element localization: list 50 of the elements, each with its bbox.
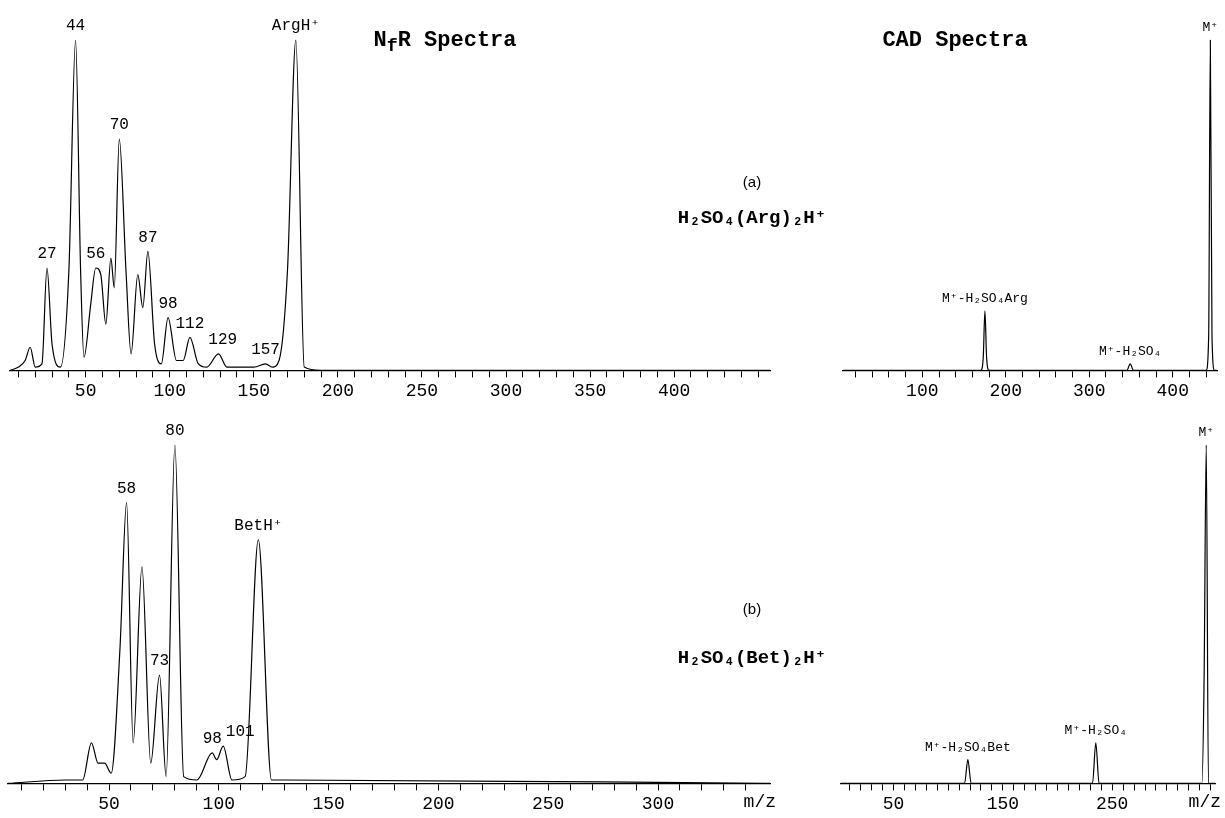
annotation: (a) xyxy=(742,173,762,190)
annotation: 44 xyxy=(65,17,86,36)
annotation: H₂SO₄(Bet)₂H⁺ xyxy=(677,646,827,669)
x-tick-label: 250 xyxy=(405,380,439,401)
x-tick-label: 400 xyxy=(657,380,691,401)
annotation: 87 xyxy=(138,228,158,247)
x-tick-label: 200 xyxy=(321,380,355,401)
annotation: M⁺-H₂SO₄ xyxy=(1098,343,1162,359)
x-tick-label: 50 xyxy=(74,380,97,401)
x-tick-label: 300 xyxy=(641,793,675,814)
annotation: M⁺-H₂SO₄Arg xyxy=(942,290,1028,306)
x-axis-title: m/z xyxy=(1188,792,1221,813)
annotation: 70 xyxy=(109,116,129,135)
x-tick-label: 100 xyxy=(202,793,236,814)
annotation: 157 xyxy=(251,341,280,360)
x-tick-label: 150 xyxy=(986,793,1020,814)
x-axis-title: m/z xyxy=(743,792,776,813)
annotation: (b) xyxy=(742,600,762,617)
x-tick-label: 150 xyxy=(237,380,271,401)
x-tick-label: 100 xyxy=(906,380,939,401)
annotation: 98 xyxy=(202,730,222,749)
annotation: 73 xyxy=(149,652,170,671)
x-tick-label: 50 xyxy=(98,793,120,814)
x-tick-label: 300 xyxy=(1073,380,1106,401)
x-tick-label: 400 xyxy=(1156,380,1189,401)
chart-title: CAD Spectra xyxy=(882,28,1028,53)
annotation: M⁺-H₂SO₄ xyxy=(1064,722,1128,738)
annotation: BetH⁺ xyxy=(234,516,283,535)
annotation: 129 xyxy=(208,331,238,350)
annotation: 80 xyxy=(165,422,185,441)
annotation: 98 xyxy=(158,294,178,313)
chart-title: N$_{f}$R Spectra xyxy=(373,28,517,58)
annotation: H₂SO₄(Arg)₂H⁺ xyxy=(677,206,827,229)
annotation: ArgH⁺ xyxy=(271,17,320,36)
annotation: M⁺-H₂SO₄Bet xyxy=(924,739,1011,755)
annotation: 56 xyxy=(86,245,106,264)
x-tick-label: 350 xyxy=(573,380,607,401)
annotation: M⁺ xyxy=(1198,424,1215,440)
x-tick-label: 300 xyxy=(489,380,523,401)
x-tick-label: 200 xyxy=(989,380,1022,401)
x-tick-label: 150 xyxy=(312,793,345,814)
annotation: 112 xyxy=(175,314,205,333)
annotation: M⁺ xyxy=(1202,19,1219,35)
x-tick-label: 200 xyxy=(422,793,455,814)
x-tick-label: 50 xyxy=(882,793,905,814)
annotation: 58 xyxy=(116,479,137,498)
x-tick-label: 250 xyxy=(532,793,565,814)
x-tick-label: 250 xyxy=(1096,793,1129,814)
annotation: 27 xyxy=(37,245,57,264)
x-tick-label: 100 xyxy=(153,380,186,401)
